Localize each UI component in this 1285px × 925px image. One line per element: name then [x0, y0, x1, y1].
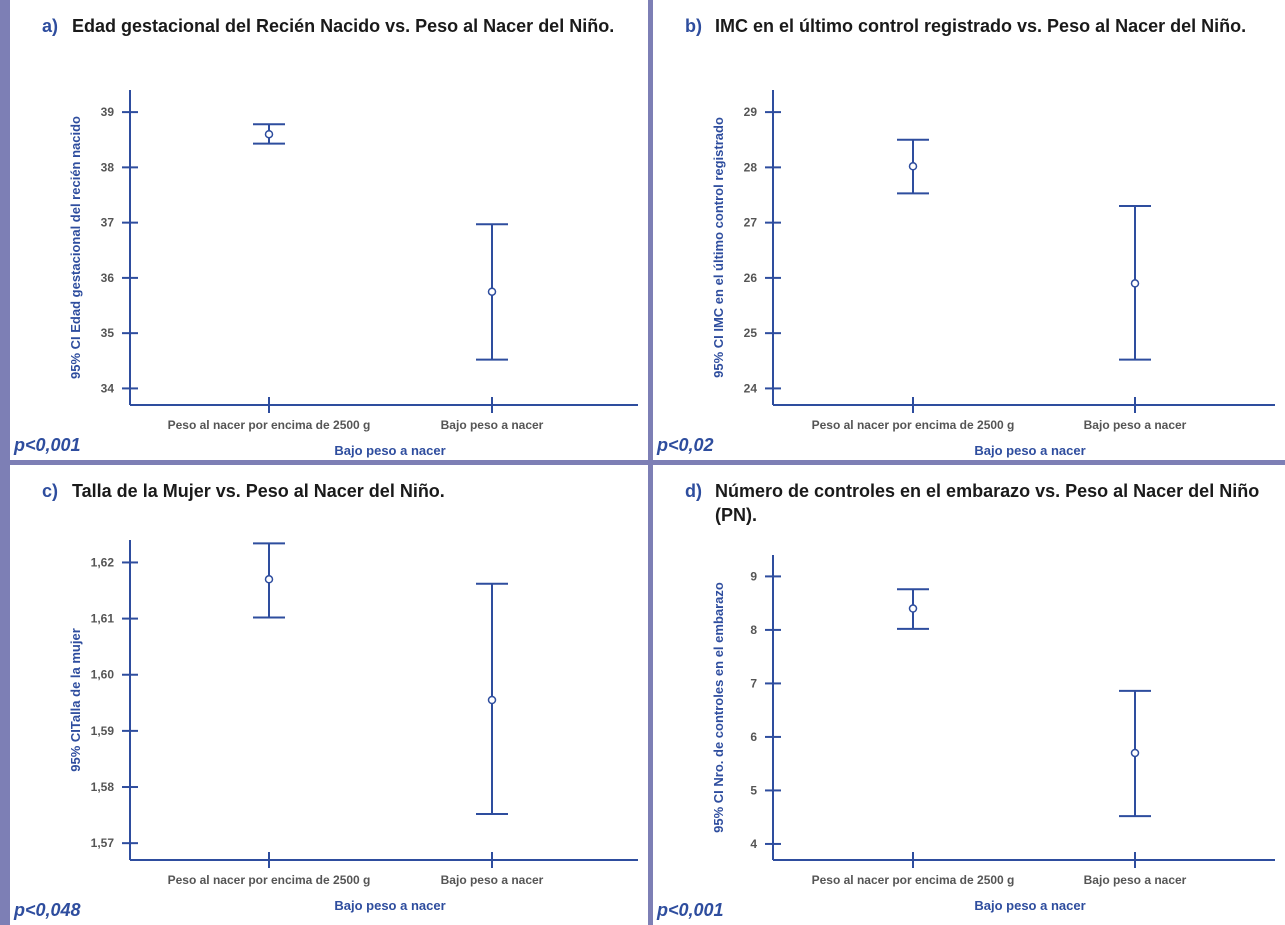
x-axis-label: Bajo peso a nacer — [974, 443, 1085, 458]
y-axis-label: 95% CITalla de la mujer — [68, 628, 83, 772]
mean-point — [908, 604, 918, 613]
y-tick-label: 1,57 — [91, 836, 115, 850]
y-tick-label: 27 — [744, 216, 758, 230]
panel-title: Talla de la Mujer vs. Peso al Nacer del … — [72, 481, 445, 501]
y-tick-label: 1,61 — [91, 612, 115, 626]
y-tick-label: 24 — [744, 381, 758, 395]
y-tick-label: 38 — [101, 160, 115, 174]
y-tick-label: 35 — [101, 326, 115, 340]
p-value: p<0,048 — [14, 900, 81, 920]
errorbar-chart: 1,57 1,58 1,59 1,60 1,61 1,62 95% CITalla de l… — [68, 540, 638, 913]
y-tick-label: 8 — [750, 623, 757, 637]
y-tick-label: 39 — [101, 105, 115, 119]
panel-letter: d) — [685, 481, 702, 501]
mean-point — [264, 129, 274, 139]
y-tick-label: 6 — [750, 730, 757, 744]
y-tick-label: 4 — [750, 837, 757, 851]
y-tick-label: 37 — [101, 216, 115, 230]
errorbar-chart: 4 5 6 7 8 9 95% CI Nro. de controles en el emb… — [711, 555, 1275, 913]
panel-c: c) Talla de la Mujer vs. Peso al Nacer d… — [10, 465, 648, 925]
x-tick-label: Bajo peso a nacer — [1084, 873, 1187, 887]
x-tick-label: Peso al nacer por encima de 2500 g — [812, 873, 1015, 887]
x-axis-label: Bajo peso a nacer — [974, 898, 1085, 913]
y-tick-label: 1,58 — [91, 780, 115, 794]
y-tick-label: 34 — [101, 381, 115, 395]
panel-title: IMC en el último control registrado vs. … — [715, 16, 1247, 36]
mean-point — [908, 162, 918, 171]
y-axis-label: 95% CI Edad gestacional del recién nacid… — [68, 116, 83, 379]
mean-point — [487, 695, 497, 705]
y-tick-label: 7 — [750, 676, 757, 690]
mean-point — [264, 575, 274, 584]
p-value: p<0,02 — [657, 435, 714, 455]
x-tick-label: Bajo peso a nacer — [1084, 418, 1187, 432]
panel-title: Edad gestacional del Recién Nacido vs. P… — [72, 16, 615, 36]
panel-letter: c) — [42, 481, 59, 501]
mean-point — [1130, 748, 1140, 758]
x-tick-label: Peso al nacer por encima de 2500 g — [168, 418, 371, 432]
x-axis-label: Bajo peso a nacer — [334, 443, 445, 458]
panel-d: d) Número de controles en el embarazo vs… — [653, 465, 1285, 925]
y-tick-label: 28 — [744, 160, 758, 174]
y-tick-label: 36 — [101, 271, 115, 285]
errorbar-chart: 34 35 36 37 38 39 95% CI Edad gestacional del … — [68, 90, 638, 458]
x-axis-label: Bajo peso a nacer — [334, 898, 445, 913]
x-tick-label: Peso al nacer por encima de 2500 g — [168, 873, 371, 887]
panel-b: b) IMC en el último control registrado v… — [653, 0, 1285, 460]
panel-letter: b) — [685, 16, 702, 36]
errorbar-chart: 24 25 26 27 28 29 95% CI IMC en el último cont… — [711, 90, 1275, 458]
x-tick-label: Peso al nacer por encima de 2500 g — [812, 418, 1015, 432]
y-tick-label: 25 — [744, 326, 758, 340]
x-tick-label: Bajo peso a nacer — [441, 873, 544, 887]
panel-letter: a) — [42, 16, 59, 36]
y-tick-label: 26 — [744, 271, 758, 285]
y-tick-label: 29 — [744, 105, 758, 119]
x-tick-label: Bajo peso a nacer — [441, 418, 544, 432]
y-axis-label: 95% CI IMC en el último control registra… — [711, 117, 726, 378]
p-value: p<0,001 — [657, 900, 724, 920]
mean-point — [487, 287, 497, 296]
panel-title: Número de controles en el embarazo vs. P… — [715, 481, 1260, 525]
y-tick-label: 1,59 — [91, 724, 115, 738]
y-tick-label: 9 — [750, 569, 757, 583]
mean-point — [1130, 279, 1140, 288]
y-tick-label: 1,60 — [91, 668, 115, 682]
panel-a: a) Edad gestacional del Recién Nacido vs… — [10, 0, 648, 460]
p-value: p<0,001 — [14, 435, 81, 455]
y-tick-label: 1,62 — [91, 555, 115, 569]
y-tick-label: 5 — [750, 783, 757, 797]
y-axis-label: 95% CI Nro. de controles en el embarazo — [711, 582, 726, 833]
